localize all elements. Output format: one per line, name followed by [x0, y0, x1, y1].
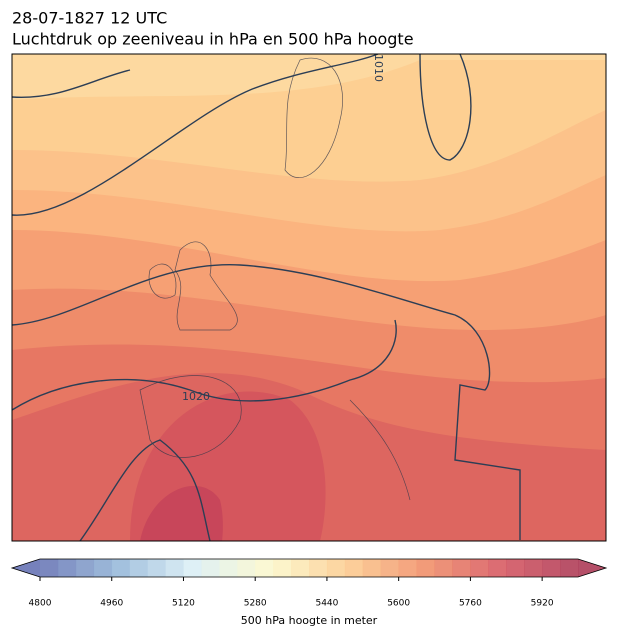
colorbar-segment [165, 559, 184, 577]
colorbar-segment [524, 559, 543, 577]
colorbar-segment [309, 559, 328, 577]
colorbar-extend-high [578, 559, 606, 577]
colorbar-segment [416, 559, 435, 577]
colorbar-segment [57, 559, 77, 577]
colorbar-tick-label: 4800 [29, 599, 52, 609]
isobar [12, 54, 379, 216]
title-line2: Luchtdruk op zeeniveau in hPa en 500 hPa… [12, 30, 414, 49]
colorbar-segment [111, 559, 130, 577]
colorbar: 4800 4960 5120 5280 5440 5600 5760 5920 [10, 558, 608, 609]
isobar [12, 69, 131, 98]
colorbar-segment [219, 559, 238, 577]
colorbar-segment [434, 559, 453, 577]
isobar-label: 1020 [182, 390, 210, 403]
title-line1: 28-07-1827 12 UTC [12, 9, 167, 28]
colorbar-segment [93, 559, 113, 577]
colorbar-tick-label: 5440 [315, 599, 338, 609]
colorbar-tick-label: 5280 [244, 599, 267, 609]
coastline [139, 375, 242, 458]
coastline [174, 241, 238, 331]
colorbar-segment [506, 559, 525, 577]
colorbar-segment [452, 559, 471, 577]
colorbar-tick-label: 4960 [100, 599, 123, 609]
map-frame [11, 53, 607, 542]
colorbar-segment [75, 559, 95, 577]
coastline [284, 57, 343, 178]
colorbar-segment [380, 559, 399, 577]
colorbar-segment [183, 559, 202, 577]
colorbar-segment [255, 559, 274, 577]
colorbar-segment [237, 559, 256, 577]
isobar-label: 1010 [372, 54, 385, 82]
colorbar-tick-label: 5920 [531, 599, 554, 609]
colorbar-segment [470, 559, 489, 577]
colorbar-tick-label: 5120 [172, 599, 195, 609]
colorbar-segment [291, 559, 310, 577]
colorbar-label: 500 hPa hoogte in meter [241, 614, 378, 627]
map: 1010 1020 [12, 54, 606, 541]
colorbar-tick-label: 5600 [387, 599, 410, 609]
colorbar-segment [560, 559, 579, 577]
colorbar-segment [344, 559, 364, 577]
colorbar-segment [542, 559, 561, 577]
isobar [12, 264, 521, 540]
colorbar-tick-label: 5760 [459, 599, 482, 609]
colorbar-segment [326, 559, 346, 577]
colorbar-segment [201, 559, 220, 577]
colorbar-segment [40, 559, 59, 577]
isobar [79, 439, 211, 541]
colorbar-extend-low [12, 559, 40, 577]
colorbar-segment [129, 559, 148, 577]
colorbar-segment [273, 559, 292, 577]
colorbar-segment [147, 559, 166, 577]
isobar [12, 319, 397, 411]
isobar [419, 54, 472, 161]
colorbar-segment [398, 559, 417, 577]
colorbar-segment [362, 559, 382, 577]
colorbar-segment [488, 559, 507, 577]
coastline [349, 399, 411, 501]
colorbar-outline [10, 558, 608, 578]
